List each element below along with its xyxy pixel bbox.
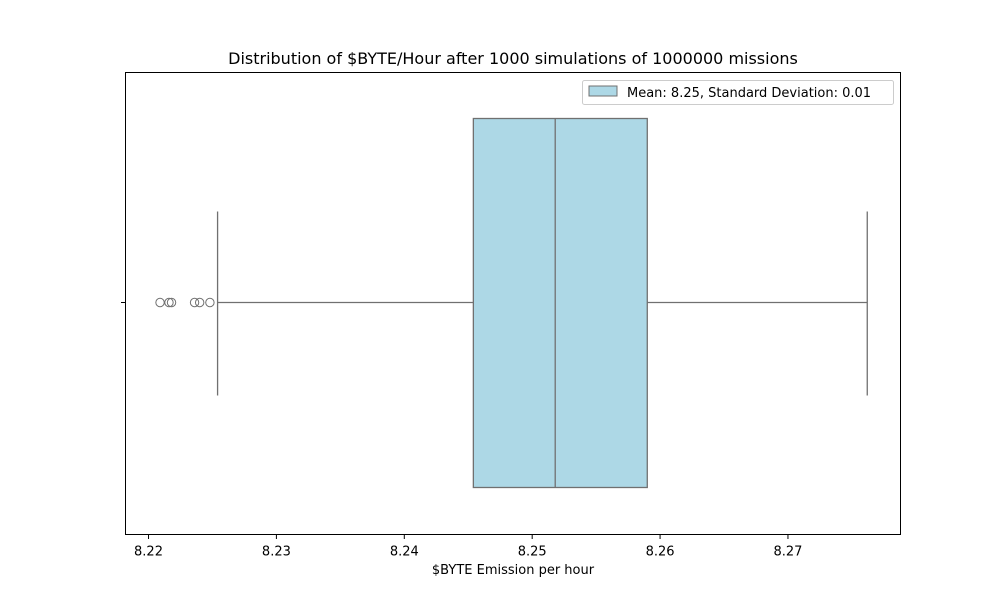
outlier-point <box>194 297 205 308</box>
legend-swatch <box>588 85 618 97</box>
x-axis-label: $BYTE Emission per hour <box>432 563 595 578</box>
plot-frame <box>125 72 901 535</box>
outlier-point <box>205 297 215 308</box>
outlier-point <box>166 297 177 308</box>
x-tick-label: 8.27 <box>773 545 802 560</box>
x-tick-label: 8.23 <box>262 545 291 560</box>
outlier-point <box>155 297 165 308</box>
x-tick-label: 8.24 <box>390 545 419 560</box>
x-tick-label: 8.26 <box>646 545 675 560</box>
chart-title: Distribution of $BYTE/Hour after 1000 si… <box>228 49 798 68</box>
box-iqr <box>472 117 648 489</box>
legend: Mean: 8.25, Standard Deviation: 0.01 <box>582 80 894 105</box>
legend-label: Mean: 8.25, Standard Deviation: 0.01 <box>627 86 871 101</box>
outlier-point <box>189 297 200 308</box>
x-axis: 8.22 8.23 8.24 8.25 8.26 8.27 <box>134 534 802 560</box>
x-tick-label: 8.25 <box>518 545 547 560</box>
outlier-point <box>164 297 174 308</box>
x-tick-label: 8.22 <box>134 545 163 560</box>
legend-frame <box>582 80 894 105</box>
plot-area <box>155 117 868 489</box>
